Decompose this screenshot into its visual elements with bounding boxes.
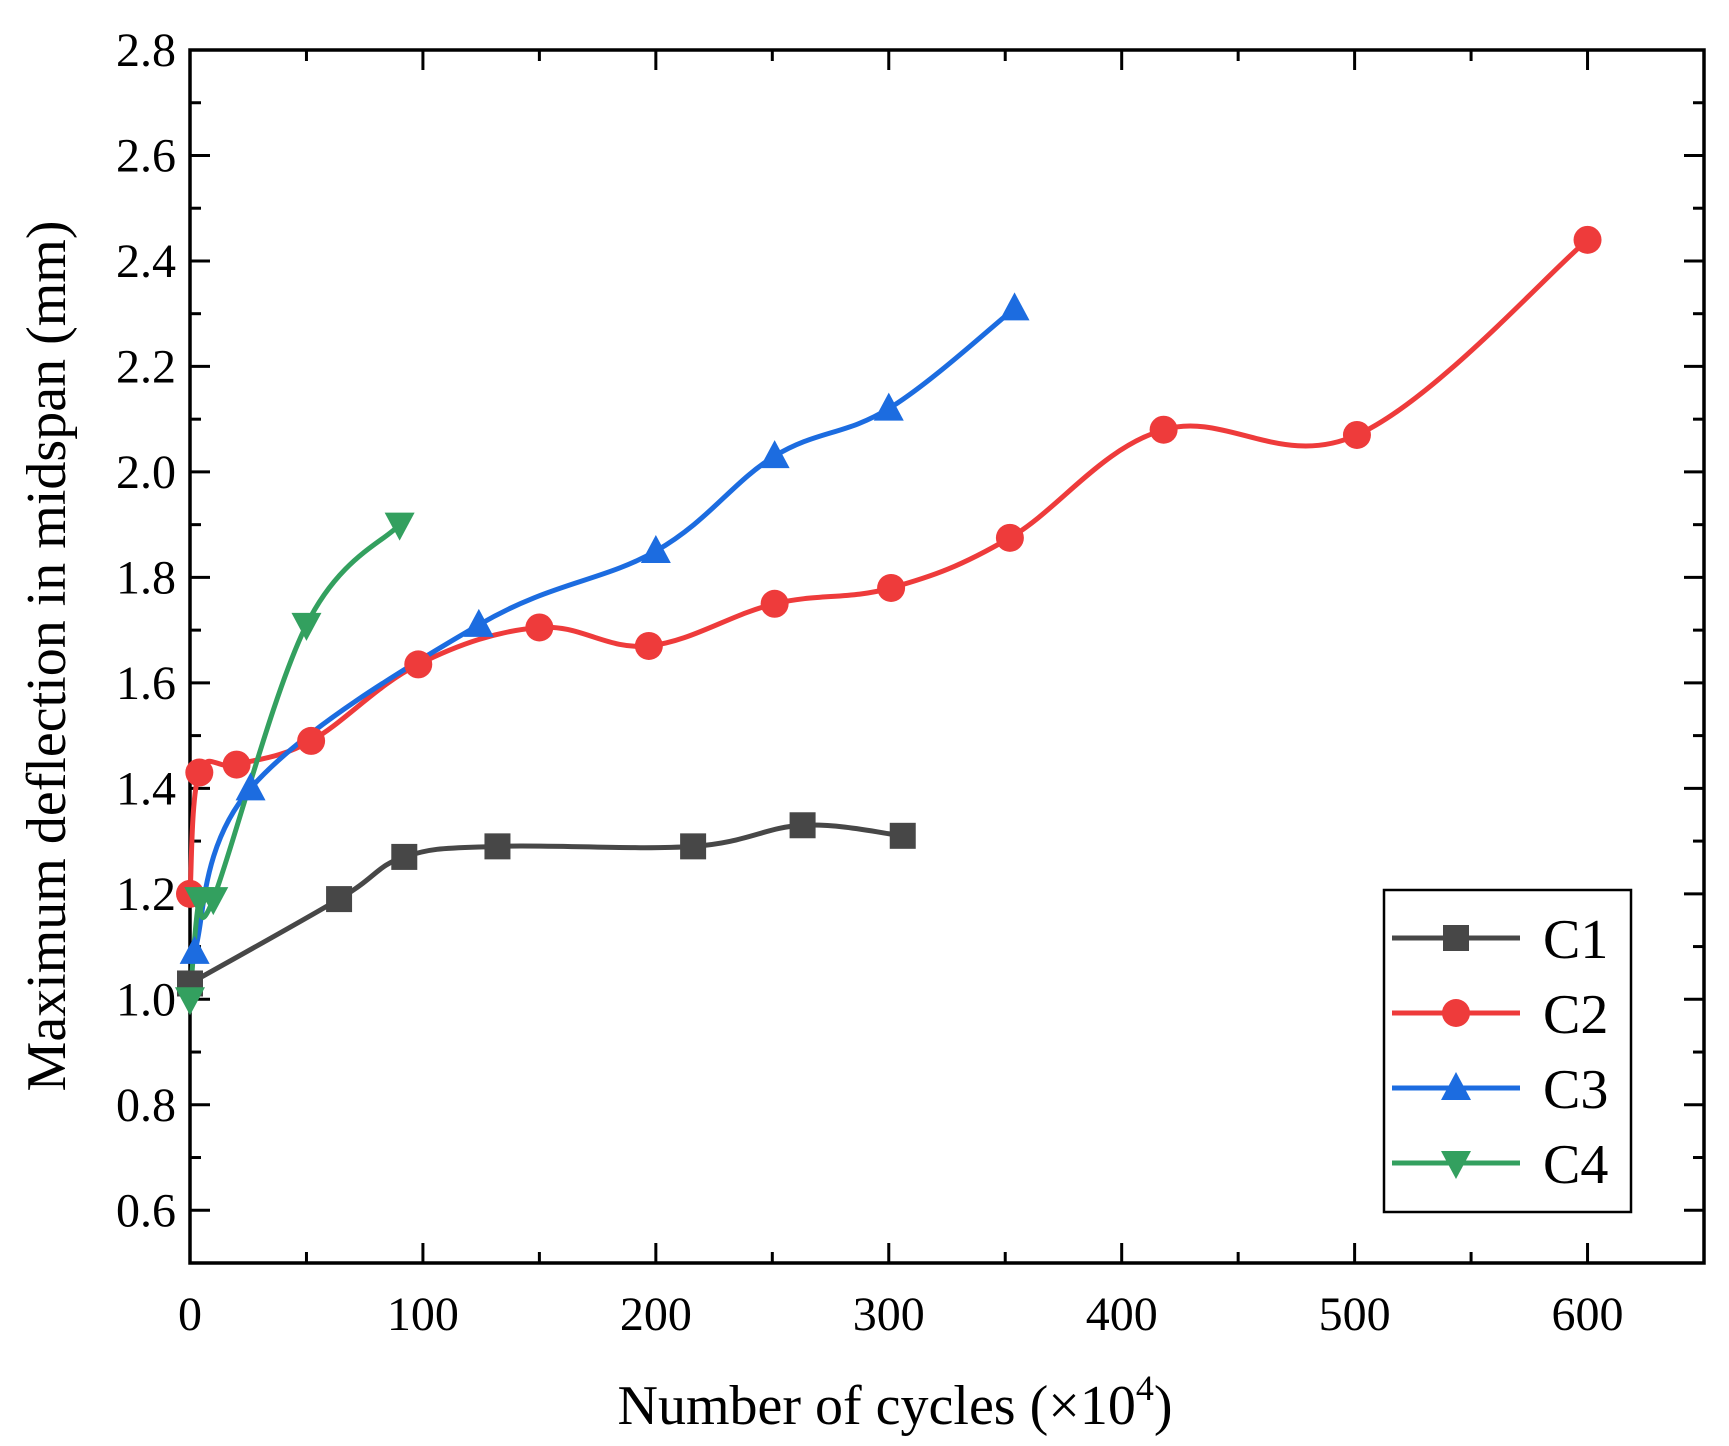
- x-tick-label: 600: [1552, 1288, 1624, 1341]
- legend-box: [1382, 888, 1633, 1214]
- y-tick-label: 2.6: [116, 129, 176, 182]
- axis-tick-labels: 0 100 200 300 400 500 600 0.6 0.8 1.0 1.2 1.4 1.6 1.8…: [116, 24, 1624, 1341]
- x-tick-label: 200: [620, 1288, 692, 1341]
- data-point-c2: [297, 726, 326, 755]
- x-tick-label: 500: [1319, 1288, 1391, 1341]
- y-axis-label: Maximum deflection in midspan (mm): [16, 221, 78, 1092]
- data-point-c1: [889, 822, 916, 849]
- data-point-c1: [789, 812, 816, 839]
- data-point-c3: [759, 440, 790, 469]
- y-tick-label: 1.6: [116, 657, 176, 710]
- y-tick-label: 2.8: [116, 24, 176, 77]
- x-axis-label-superscript: 4: [1136, 1368, 1154, 1408]
- legend-marker-c3: [1441, 1072, 1471, 1100]
- data-point-c3: [235, 772, 266, 801]
- data-point-c3: [640, 535, 671, 564]
- x-tick-label: 300: [853, 1288, 925, 1341]
- data-point-c3: [463, 608, 494, 637]
- x-tick-label: 100: [387, 1288, 459, 1341]
- legend-label-c2: C2: [1543, 984, 1608, 1046]
- y-tick-label: 1.4: [116, 762, 176, 815]
- x-axis-label: Number of cycles (×104): [618, 1368, 1173, 1437]
- x-tick-label: 0: [178, 1288, 202, 1341]
- y-tick-label: 1.2: [116, 868, 176, 921]
- data-point-c4: [175, 987, 205, 1016]
- data-point-c1: [680, 833, 707, 860]
- legend-label-c4: C4: [1543, 1134, 1608, 1196]
- data-point-c2: [1342, 420, 1371, 449]
- data-point-c3: [999, 292, 1030, 321]
- data-point-c1: [391, 843, 418, 870]
- data-point-c3: [179, 935, 210, 964]
- y-tick-label: 0.8: [116, 1079, 176, 1132]
- series-markers: [175, 225, 1602, 1016]
- axis-ticks: [188, 48, 1704, 1263]
- data-point-c2: [525, 613, 554, 642]
- y-tick-label: 1.0: [116, 973, 176, 1026]
- data-point-c3: [873, 392, 904, 421]
- data-point-c1: [484, 833, 511, 860]
- data-point-c2: [634, 631, 663, 660]
- data-point-c4: [198, 887, 229, 916]
- x-axis-label-main: Number of cycles (×10: [618, 1375, 1136, 1437]
- data-point-c2: [222, 750, 251, 779]
- data-point-c4: [384, 512, 415, 541]
- data-point-c1: [326, 886, 353, 913]
- legend: C1 C2 C3 C4: [1382, 888, 1633, 1214]
- y-tick-label: 2.4: [116, 235, 176, 288]
- data-point-c2: [760, 589, 789, 618]
- data-point-c2: [995, 523, 1024, 552]
- legend-marker-c1: [1443, 925, 1469, 951]
- y-tick-label: 1.8: [116, 551, 176, 604]
- data-point-c2: [1149, 415, 1178, 444]
- y-tick-label: 0.6: [116, 1184, 176, 1237]
- data-point-c2: [1573, 225, 1602, 254]
- y-tick-label: 2.2: [116, 340, 176, 393]
- x-tick-label: 400: [1086, 1288, 1158, 1341]
- data-point-c2: [185, 758, 214, 787]
- data-point-c2: [877, 573, 906, 602]
- x-axis-label-close: ): [1154, 1375, 1173, 1437]
- legend-label-c3: C3: [1543, 1059, 1608, 1121]
- y-tick-label: 2.0: [116, 446, 176, 499]
- legend-marker-c2: [1442, 999, 1470, 1027]
- data-point-c4: [291, 612, 322, 641]
- legend-marker-c4: [1441, 1151, 1471, 1179]
- data-point-c2: [404, 650, 433, 679]
- legend-label-c1: C1: [1543, 909, 1608, 971]
